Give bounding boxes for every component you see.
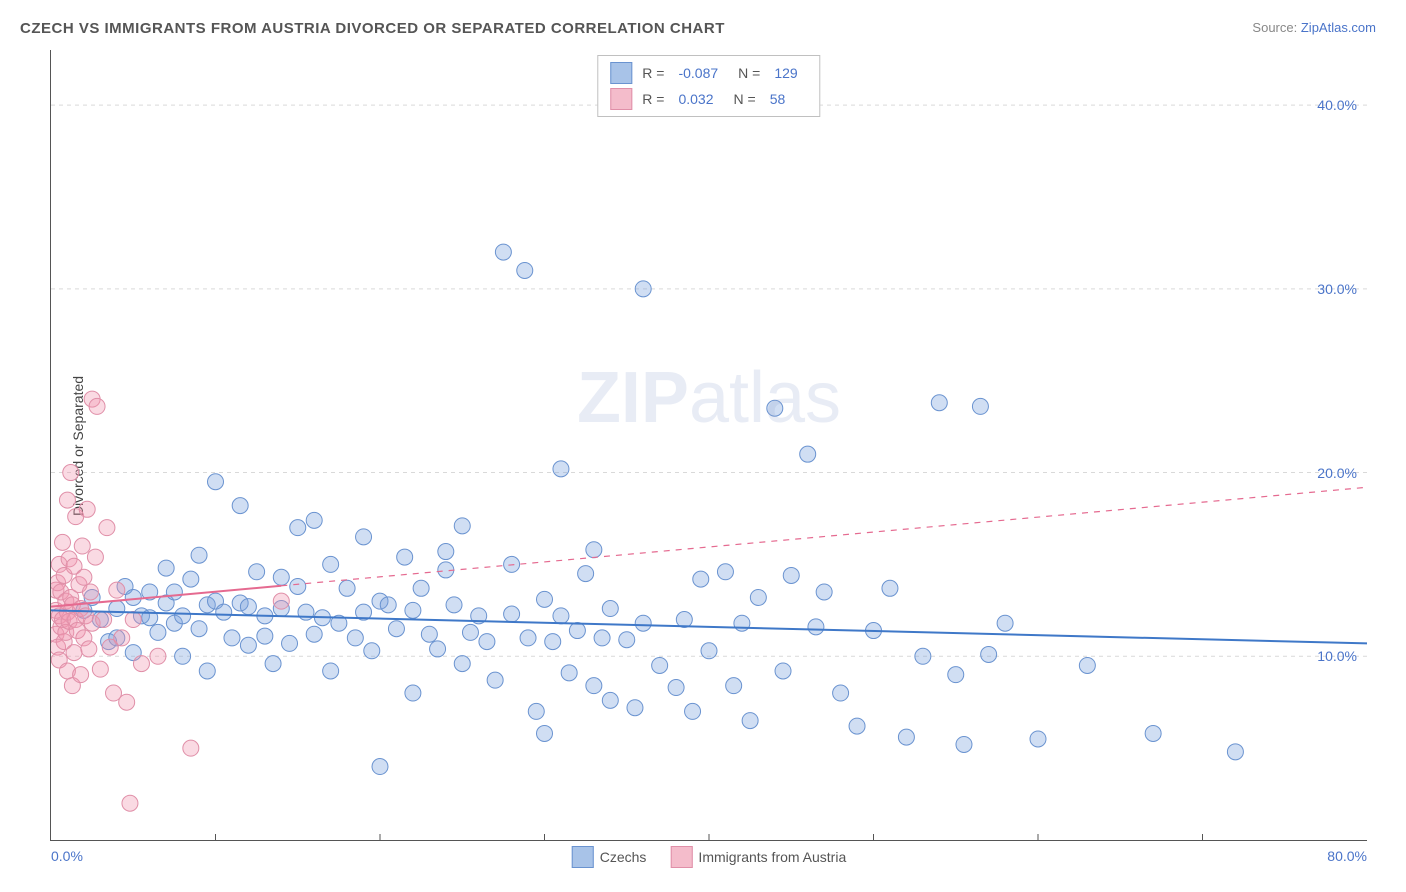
legend-swatch-series2 xyxy=(670,846,692,868)
r-value-series1: -0.087 xyxy=(678,65,718,81)
x-tick-label: 0.0% xyxy=(51,848,83,864)
r-value-series2: 0.032 xyxy=(678,91,713,107)
y-tick-label: 10.0% xyxy=(1317,648,1357,664)
source-link[interactable]: ZipAtlas.com xyxy=(1301,20,1376,35)
source-attribution: Source: ZipAtlas.com xyxy=(1252,20,1376,35)
stats-row-series1: R = -0.087 N = 129 xyxy=(610,62,807,84)
y-tick-label: 30.0% xyxy=(1317,281,1357,297)
r-label: R = xyxy=(642,91,664,107)
n-value-series2: 58 xyxy=(770,91,786,107)
stats-row-series2: R = 0.032 N = 58 xyxy=(610,88,807,110)
chart-svg xyxy=(51,50,1367,840)
legend-item-series1: Czechs xyxy=(572,846,647,868)
legend-item-series2: Immigrants from Austria xyxy=(670,846,846,868)
swatch-series2 xyxy=(610,88,632,110)
y-tick-label: 40.0% xyxy=(1317,97,1357,113)
correlation-stats-box: R = -0.087 N = 129 R = 0.032 N = 58 xyxy=(597,55,820,117)
source-label: Source: xyxy=(1252,20,1297,35)
n-label: N = xyxy=(734,91,756,107)
n-value-series1: 129 xyxy=(774,65,797,81)
plot-area: ZIPatlas R = -0.087 N = 129 R = 0.032 N … xyxy=(50,50,1367,841)
x-tick-label: 80.0% xyxy=(1327,848,1367,864)
legend-swatch-series1 xyxy=(572,846,594,868)
n-label: N = xyxy=(738,65,760,81)
legend-label-series2: Immigrants from Austria xyxy=(698,849,846,865)
chart-container: CZECH VS IMMIGRANTS FROM AUSTRIA DIVORCE… xyxy=(0,0,1406,892)
chart-title: CZECH VS IMMIGRANTS FROM AUSTRIA DIVORCE… xyxy=(20,20,725,37)
swatch-series1 xyxy=(610,62,632,84)
r-label: R = xyxy=(642,65,664,81)
legend: Czechs Immigrants from Austria xyxy=(572,846,847,868)
y-tick-label: 20.0% xyxy=(1317,465,1357,481)
legend-label-series1: Czechs xyxy=(600,849,647,865)
